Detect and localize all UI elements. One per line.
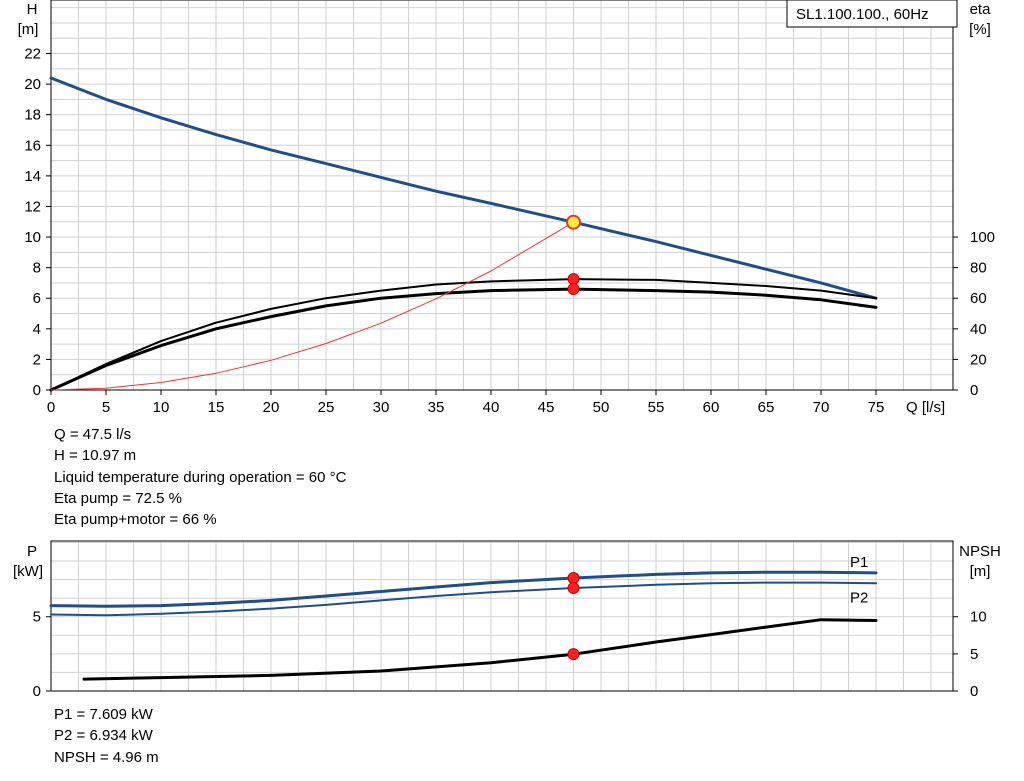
y-right-axis-unit: [%] bbox=[969, 21, 991, 38]
y-right-tick-label: 10 bbox=[970, 609, 987, 626]
series-line-0 bbox=[49, 76, 878, 300]
series-label-p2: P2 bbox=[850, 589, 868, 606]
readout-p1: P1 = 7.609 kW bbox=[54, 706, 153, 723]
series-line-1 bbox=[50, 581, 877, 617]
readout-temperature: Liquid temperature during operation = 60… bbox=[54, 468, 347, 486]
y-left-tick-label: 10 bbox=[24, 229, 41, 246]
y-left-tick-label: 0 bbox=[33, 683, 41, 700]
y-left-tick-label: 12 bbox=[24, 198, 41, 215]
plot-0 bbox=[46, 0, 958, 395]
x-tick-label: 5 bbox=[102, 399, 110, 416]
plot-frame bbox=[50, 540, 954, 692]
y-left-tick-label: 0 bbox=[33, 382, 41, 399]
y-left-tick-label: 8 bbox=[33, 260, 41, 277]
x-tick-label: 35 bbox=[428, 399, 445, 416]
y-left-tick-label: 16 bbox=[24, 137, 41, 154]
x-tick-label: 60 bbox=[703, 399, 720, 416]
y-left-tick-label: 14 bbox=[24, 168, 41, 185]
x-tick-label: 65 bbox=[758, 399, 775, 416]
y-right-axis-label: eta bbox=[970, 1, 992, 18]
readout-npsh: NPSH = 4.96 m bbox=[54, 748, 159, 766]
y-right-tick-label: 0 bbox=[970, 382, 978, 399]
series-line-0 bbox=[49, 570, 878, 608]
plot-frame bbox=[50, 0, 954, 391]
operating-point-marker bbox=[567, 571, 580, 584]
y-right-tick-label: 20 bbox=[970, 351, 987, 368]
y-right-tick-label: 0 bbox=[970, 683, 978, 700]
y-right-tick-label: 100 bbox=[970, 229, 995, 246]
y-left-tick-label: 5 bbox=[33, 609, 41, 626]
x-tick-label: 10 bbox=[153, 399, 170, 416]
operating-point-marker bbox=[567, 283, 580, 296]
x-tick-label: 50 bbox=[593, 399, 610, 416]
y-left-tick-label: 20 bbox=[24, 76, 41, 93]
x-tick-label: 45 bbox=[538, 399, 555, 416]
duty-point-marker bbox=[566, 214, 581, 230]
y-right-axis-label: NPSH bbox=[959, 543, 1001, 560]
y-right-tick-label: 40 bbox=[970, 321, 987, 338]
x-tick-label: 55 bbox=[648, 399, 665, 416]
y-left-axis-unit: [m] bbox=[18, 21, 39, 38]
y-left-axis-label: P bbox=[27, 543, 37, 560]
series-line-3 bbox=[50, 221, 574, 391]
y-right-axis-unit: [m] bbox=[970, 563, 991, 580]
y-left-tick-label: 22 bbox=[24, 46, 41, 63]
operating-point-marker bbox=[567, 273, 580, 286]
y-left-tick-label: 4 bbox=[33, 321, 41, 338]
readout-bottom: P1 = 7.609 kW P2 = 6.934 kW NPSH = 4.96 … bbox=[54, 704, 159, 768]
readout-top: Q = 47.5 l/s H = 10.97 m Liquid temperat… bbox=[54, 424, 346, 530]
readout-p2: P2 = 6.934 kW bbox=[54, 727, 153, 745]
readout-flow: Q = 47.5 l/s bbox=[54, 426, 132, 443]
x-tick-label: 75 bbox=[868, 399, 885, 416]
y-left-tick-label: 18 bbox=[24, 107, 41, 124]
x-tick-label: 20 bbox=[263, 399, 280, 416]
legend-box-text: SL1.100.100., 60Hz bbox=[796, 6, 929, 23]
series-line-1 bbox=[50, 278, 877, 391]
x-tick-label: 30 bbox=[373, 399, 390, 416]
y-right-tick-label: 80 bbox=[970, 260, 987, 277]
readout-head: H = 10.97 m bbox=[54, 447, 137, 465]
x-tick-label: 25 bbox=[318, 399, 335, 416]
series-line-2 bbox=[82, 618, 878, 681]
x-axis-label: Q [l/s] bbox=[906, 399, 945, 416]
series-label-p1: P1 bbox=[850, 554, 868, 571]
x-tick-label: 70 bbox=[813, 399, 830, 416]
y-left-tick-label: 6 bbox=[33, 290, 41, 307]
plot-1 bbox=[46, 540, 958, 692]
readout-eta-pump: Eta pump = 72.5 % bbox=[54, 489, 182, 507]
y-left-axis-unit: [kW] bbox=[13, 563, 43, 580]
readout-eta-pump-motor: Eta pump+motor = 66 % bbox=[54, 511, 217, 529]
series-line-2 bbox=[49, 287, 878, 392]
y-left-axis-label: H bbox=[27, 1, 38, 18]
y-right-tick-label: 5 bbox=[970, 646, 978, 663]
x-tick-label: 15 bbox=[208, 399, 225, 416]
operating-point-marker bbox=[567, 648, 580, 661]
y-left-tick-label: 2 bbox=[33, 351, 41, 368]
legend-box bbox=[786, 0, 958, 28]
x-tick-label: 0 bbox=[47, 399, 55, 416]
y-right-tick-label: 60 bbox=[970, 290, 987, 307]
x-tick-label: 40 bbox=[483, 399, 500, 416]
operating-point-marker bbox=[567, 582, 580, 595]
